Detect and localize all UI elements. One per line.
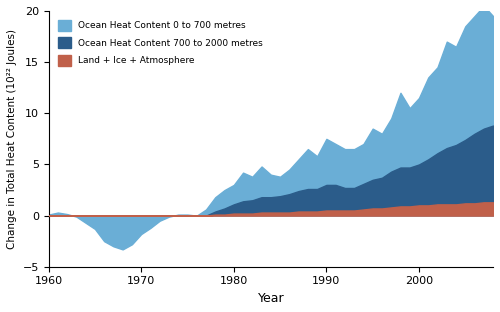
Legend: Ocean Heat Content 0 to 700 metres, Ocean Heat Content 700 to 2000 metres, Land : Ocean Heat Content 0 to 700 metres, Ocea… (53, 16, 268, 70)
X-axis label: Year: Year (258, 292, 284, 305)
Y-axis label: Change in Total Heat Content (10²² Joules): Change in Total Heat Content (10²² Joule… (7, 29, 17, 249)
